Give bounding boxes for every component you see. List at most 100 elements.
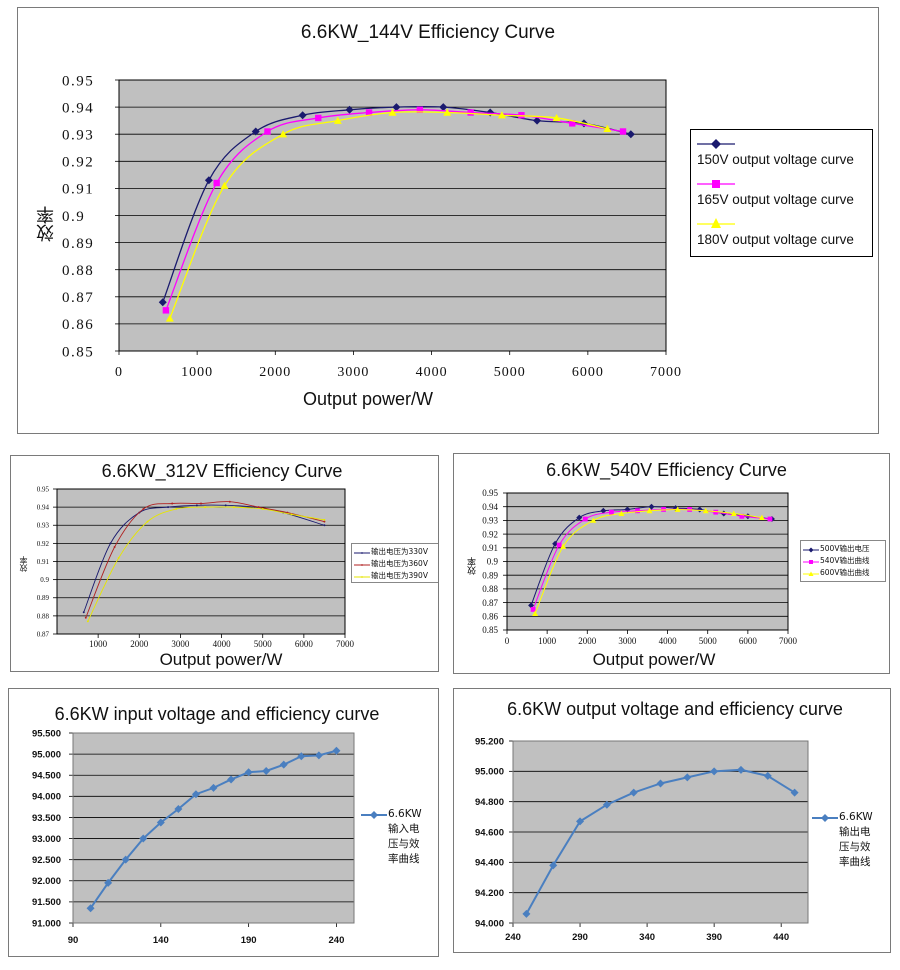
data-point: [626, 130, 635, 139]
data-point: [224, 504, 227, 507]
line-marker-icon: [812, 814, 838, 822]
data-point: [175, 507, 178, 510]
data-point: [549, 861, 558, 870]
legend-label: 150V output voltage curve: [697, 152, 854, 167]
legend-item: 600V输出曲线: [803, 568, 887, 579]
x-tick-label: 2000: [578, 636, 597, 646]
data-point: [576, 514, 583, 521]
legend-label: 输出电压为330V: [371, 547, 428, 556]
y-tick-label: 94.600: [475, 827, 504, 838]
legend-label-line: 压与效: [388, 838, 420, 850]
data-point: [808, 547, 814, 553]
chart-panel-312v: 6.6KW_312V Efficiency Curve 0.87 0.88 0.89…: [10, 455, 439, 672]
data-point: [109, 542, 112, 545]
y-tick-label: 0.86: [482, 611, 498, 621]
x-tick-label: 1000: [181, 365, 213, 380]
x-tick-label: 6000: [739, 636, 758, 646]
legend-item: 输出电压为390V: [354, 571, 438, 582]
y-tick-label: 0.95: [37, 485, 50, 493]
data-point: [808, 571, 814, 576]
legend-label: 输出电压为390V: [371, 571, 428, 580]
x-tick-label: 190: [241, 935, 257, 946]
data-point: [345, 105, 354, 114]
data-point: [261, 507, 264, 510]
x-tick-label: 1000: [89, 639, 108, 649]
data-point: [683, 773, 692, 782]
data-point: [656, 779, 665, 788]
plot-frame: [56, 488, 346, 635]
data-point: [696, 506, 703, 513]
plot-frame: [512, 740, 809, 924]
data-point: [82, 611, 85, 614]
chart-plot: 0.85 0.86 0.87 0.88 0.89 0.9 0.91 0.92 0.93 0.94 0…: [482, 488, 797, 646]
legend: 6.6KW 输入电 压与效 率曲线: [361, 807, 436, 877]
chart-title: 6.6KW_144V Efficiency Curve: [300, 22, 556, 43]
legend-label-line: 压与效: [839, 841, 871, 853]
y-tick-label: 0.92: [62, 155, 94, 171]
y-tick-label: 0.89: [482, 570, 498, 580]
x-tick-label: 0: [505, 636, 510, 646]
legend-label-line: 输入电: [388, 823, 420, 835]
y-tick-label: 93.000: [32, 834, 61, 845]
legend-label-line: 率曲线: [839, 856, 871, 868]
data-point: [86, 620, 89, 623]
chart-plot: 0.87 0.88 0.89 0.9 0.91 0.92 0.93 0.94 0.95 1000 2…: [37, 485, 355, 649]
x-axis-label: Output power/W: [592, 650, 716, 669]
data-point: [323, 518, 326, 521]
data-point: [298, 111, 307, 120]
data-point: [286, 511, 289, 514]
data-point: [392, 103, 401, 112]
legend: 500V输出电压 540V输出曲线 600V输出曲线: [800, 540, 886, 582]
data-point: [608, 509, 614, 515]
data-point: [213, 179, 220, 187]
y-tick-label: 94.200: [475, 888, 504, 899]
y-tick-label: 0.87: [62, 290, 94, 306]
y-tick-label: 0.85: [482, 625, 498, 635]
data-point: [758, 514, 765, 521]
chart-panel-input-voltage: 6.6KW input voltage and efficiency curve…: [8, 688, 439, 957]
data-point: [552, 113, 561, 122]
x-tick-label: 340: [639, 932, 655, 943]
data-point: [244, 768, 253, 777]
data-point: [730, 510, 737, 516]
legend-label: 6.6KW 输出电 压与效 率曲线: [839, 810, 873, 870]
x-tick-label: 6000: [295, 639, 314, 649]
data-point: [146, 520, 149, 523]
y-tick-label: 92.500: [32, 855, 61, 866]
x-tick-label: 3000: [337, 365, 369, 380]
series-line: [165, 109, 624, 311]
legend-label-line: 率曲线: [388, 853, 420, 865]
data-point: [739, 513, 745, 519]
x-tick-label: 0: [115, 365, 123, 380]
legend-item-165v: 165V output voltage curve: [691, 170, 872, 210]
line-marker-icon: [354, 564, 370, 566]
data-point: [530, 607, 536, 612]
y-axis-label: 效率: [468, 557, 478, 575]
y-tick-label: 93.500: [32, 813, 61, 824]
data-point: [533, 116, 542, 125]
y-tick-label: 0.87: [482, 598, 498, 608]
legend-item: 输出电压为360V: [354, 559, 438, 570]
y-tick-label: 0.9: [487, 557, 499, 567]
chart-title: 6.6KW_312V Efficiency Curve: [101, 461, 343, 481]
data-point: [713, 509, 719, 515]
data-point: [332, 746, 341, 755]
x-tick-label: 7000: [336, 639, 355, 649]
data-point: [158, 298, 167, 307]
plot-frame: [72, 732, 355, 924]
data-point: [576, 817, 585, 826]
data-point: [156, 818, 165, 827]
data-point: [365, 109, 373, 116]
line-marker-icon: [803, 560, 819, 564]
y-tick-label: 0.95: [62, 73, 94, 89]
x-tick-label: 2000: [259, 365, 291, 380]
y-tick-label: 92.000: [32, 876, 61, 887]
data-point: [297, 752, 306, 761]
legend-item: 540V输出曲线: [803, 556, 887, 567]
data-point: [790, 788, 799, 797]
data-point: [361, 552, 363, 554]
y-tick-label: 0.93: [62, 127, 94, 143]
y-tick-label: 0.94: [62, 100, 94, 116]
chart-panel-540v: 6.6KW_540V Efficiency Curve 0.85 0.86 0.87…: [453, 453, 890, 674]
legend-label-line: 输出电: [839, 826, 871, 838]
